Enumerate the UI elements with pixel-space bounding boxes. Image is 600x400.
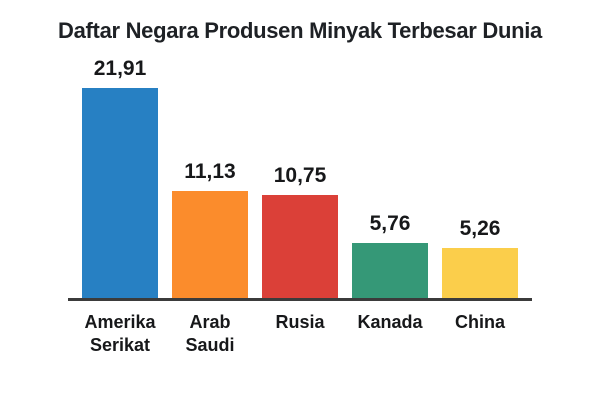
bar-value-label: 10,75 — [273, 164, 327, 187]
bar-column-amerika-serikat: 21,91 — [82, 57, 158, 298]
category-label-amerika-serikat: Amerika Serikat — [84, 312, 156, 356]
bar-amerika-serikat — [82, 88, 158, 298]
category-labels-row: Amerika Serikat Arab Saudi Rusia Kanada Chin… — [68, 311, 532, 358]
plot-area: 21,91 11,13 10,75 5,76 5,26 Amerika Serikat A… — [68, 50, 532, 358]
bar-column-rusia: 10,75 — [262, 164, 338, 298]
bar-china — [442, 248, 518, 298]
category-label-china: China — [454, 312, 505, 332]
bar-value-label: 5,26 — [459, 217, 501, 240]
category-label-arab-saudi: Arab Saudi — [185, 312, 235, 356]
chart-title: Daftar Negara Produsen Minyak Terbesar D… — [58, 18, 542, 43]
category-label-kanada: Kanada — [357, 312, 423, 332]
bar-value-label: 5,76 — [369, 212, 411, 235]
bar-value-label: 21,91 — [93, 57, 147, 80]
bar-arab-saudi — [172, 191, 248, 298]
bar-kanada — [352, 243, 428, 298]
bar-rusia — [262, 195, 338, 298]
category-label-rusia: Rusia — [275, 312, 325, 332]
bar-column-kanada: 5,76 — [352, 212, 428, 298]
bar-column-arab-saudi: 11,13 — [172, 160, 248, 298]
bar-value-label: 11,13 — [184, 160, 236, 183]
bar-column-china: 5,26 — [442, 217, 518, 298]
bars-container: 21,91 11,13 10,75 5,76 5,26 — [68, 50, 532, 298]
x-axis-line — [68, 298, 532, 301]
